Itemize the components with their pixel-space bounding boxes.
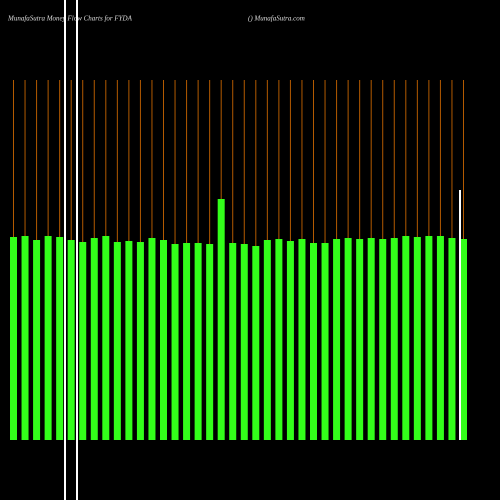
bar <box>67 240 75 440</box>
bar <box>448 238 456 440</box>
bar <box>263 240 271 440</box>
bar <box>379 239 387 440</box>
bar <box>229 243 237 440</box>
bar <box>206 244 214 440</box>
bar <box>413 237 421 440</box>
bar <box>79 242 87 440</box>
bar <box>275 239 283 440</box>
bar <box>344 238 352 440</box>
bar <box>460 239 467 440</box>
bar <box>390 238 398 440</box>
bar <box>21 236 29 440</box>
bar <box>367 238 375 440</box>
bar <box>310 243 317 440</box>
bar <box>194 243 202 440</box>
bar <box>425 236 433 440</box>
chart-subtitle: () MunafaSutra.com <box>248 15 305 23</box>
bar <box>160 240 167 440</box>
bar <box>252 246 260 440</box>
chart-title: MunafaSutra Money Flow Charts for FYDA <box>7 15 133 23</box>
bar <box>102 236 110 440</box>
bar <box>298 239 306 440</box>
bar <box>125 241 133 440</box>
bar <box>286 241 294 440</box>
bar <box>217 199 225 440</box>
bar <box>356 239 364 440</box>
bars <box>10 199 467 440</box>
bar <box>321 243 329 440</box>
bar <box>33 240 41 440</box>
bar <box>402 236 410 440</box>
bar <box>148 238 156 440</box>
bar <box>136 242 144 440</box>
bar <box>90 238 98 440</box>
bar <box>171 244 179 440</box>
bar <box>333 239 341 440</box>
bar <box>113 242 121 440</box>
bar <box>44 236 52 440</box>
bar <box>183 243 191 440</box>
bar <box>10 237 17 440</box>
bar <box>436 236 444 440</box>
bar <box>56 237 64 440</box>
bar <box>240 244 248 440</box>
